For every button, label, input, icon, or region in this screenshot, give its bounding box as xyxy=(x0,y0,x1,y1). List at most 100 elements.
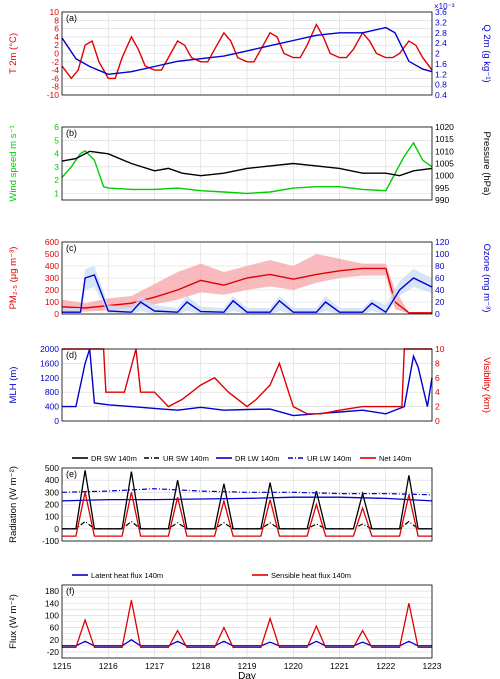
x-axis-label: Day xyxy=(238,671,256,679)
right-tick-label: 1000 xyxy=(435,171,454,181)
series-line-0 xyxy=(62,348,433,417)
right-tick-label: 2.4 xyxy=(435,38,447,48)
panel-frame xyxy=(61,241,433,315)
right-axis-label: Q 2m (g kg⁻¹) xyxy=(481,24,492,82)
left-tick-label: 5 xyxy=(54,135,59,145)
panel-label: (a) xyxy=(66,13,77,23)
right-tick-label: 0.8 xyxy=(435,80,447,90)
left-tick-label: 4 xyxy=(54,149,59,159)
right-tick-label: 1005 xyxy=(435,159,454,169)
left-tick-label: -4 xyxy=(51,65,59,75)
left-tick-label: 2 xyxy=(54,40,59,50)
left-tick-label: 300 xyxy=(45,273,59,283)
left-tick-label: 600 xyxy=(45,237,59,247)
right-tick-label: 0 xyxy=(435,309,440,319)
left-tick-label: 100 xyxy=(45,512,59,522)
panel-label: (d) xyxy=(66,350,77,360)
left-tick-label: 0 xyxy=(54,309,59,319)
left-tick-label: 2000 xyxy=(40,344,59,354)
right-tick-label: 10 xyxy=(435,344,445,354)
x-tick-label: 1220 xyxy=(284,661,303,671)
right-tick-label: 40 xyxy=(435,285,445,295)
left-tick-label: 300 xyxy=(45,487,59,497)
legend-label: Net 140m xyxy=(379,454,412,463)
right-tick-label: 8 xyxy=(435,358,440,368)
panel-label: (b) xyxy=(66,128,77,138)
right-tick-label: 2 xyxy=(435,49,440,59)
right-tick-label: 0.4 xyxy=(435,90,447,100)
right-tick-label: 60 xyxy=(435,273,445,283)
right-tick-label: 995 xyxy=(435,183,449,193)
left-axis-label: Flux (W m⁻²) xyxy=(8,594,19,649)
left-tick-label: 2 xyxy=(54,175,59,185)
left-tick-label: 0 xyxy=(54,416,59,426)
panel-label: (f) xyxy=(66,586,75,596)
left-tick-label: 400 xyxy=(45,261,59,271)
x-tick-label: 1218 xyxy=(191,661,210,671)
left-tick-label: 500 xyxy=(45,463,59,473)
left-tick-label: 20 xyxy=(50,635,60,645)
series-line-1 xyxy=(61,150,433,177)
left-axis-label: MLH (m) xyxy=(8,367,19,404)
left-tick-label: 800 xyxy=(45,387,59,397)
right-axis-label: Pressure (hPa) xyxy=(481,132,492,196)
net-line xyxy=(62,492,432,537)
left-tick-label: 200 xyxy=(45,285,59,295)
right-axis-multiplier: ×10⁻³ xyxy=(434,2,455,11)
x-tick-label: 1216 xyxy=(99,661,118,671)
left-tick-label: 8 xyxy=(54,15,59,25)
dr-lw-line xyxy=(61,496,433,502)
panel-label: (c) xyxy=(66,243,77,253)
panel-frame xyxy=(61,11,433,96)
right-tick-label: 1015 xyxy=(435,134,454,144)
right-axis-label: Visibility (km) xyxy=(481,357,492,413)
series-line-0 xyxy=(61,22,433,80)
right-tick-label: 2 xyxy=(435,402,440,412)
panel-label: (e) xyxy=(66,469,77,479)
left-tick-label: 100 xyxy=(45,610,59,620)
left-tick-label: 1 xyxy=(54,188,59,198)
right-tick-label: 990 xyxy=(435,195,449,205)
left-tick-label: 3 xyxy=(54,162,59,172)
left-tick-label: 500 xyxy=(45,249,59,259)
sensible-heat-line xyxy=(62,600,432,649)
right-tick-label: 1010 xyxy=(435,146,454,156)
legend-label: DR LW 140m xyxy=(235,454,279,463)
left-tick-label: 100 xyxy=(45,297,59,307)
right-tick-label: 80 xyxy=(435,261,445,271)
legend-label: Latent heat flux 140m xyxy=(91,571,163,580)
left-tick-label: 400 xyxy=(45,475,59,485)
left-tick-label: -100 xyxy=(42,536,59,546)
left-axis-label: Radiation (W m⁻²) xyxy=(8,466,19,543)
right-tick-label: 3.6 xyxy=(435,7,447,17)
series-line-1 xyxy=(62,348,432,415)
x-tick-label: 1219 xyxy=(238,661,257,671)
panel-3: 0 400 800 1200 1600 2000 MLH (m) 0 2 4 6 8 10 Visibil… xyxy=(8,344,492,426)
series-line-1 xyxy=(61,26,433,76)
panel-frame xyxy=(61,126,433,201)
right-tick-label: 2.8 xyxy=(435,28,447,38)
left-tick-label: 140 xyxy=(45,598,59,608)
x-tick-label: 1215 xyxy=(53,661,72,671)
left-tick-label: -6 xyxy=(51,73,59,83)
ur-lw-line xyxy=(61,488,433,496)
left-tick-label: 60 xyxy=(50,623,60,633)
left-tick-label: 4 xyxy=(54,32,59,42)
panel-frame xyxy=(61,348,433,422)
legend-label: DR SW 140m xyxy=(91,454,137,463)
x-tick-label: 1221 xyxy=(330,661,349,671)
right-tick-label: 6 xyxy=(435,373,440,383)
right-tick-label: 120 xyxy=(435,237,449,247)
left-tick-label: -8 xyxy=(51,82,59,92)
left-tick-label: 1600 xyxy=(40,358,59,368)
right-tick-label: 4 xyxy=(435,387,440,397)
panel-1: 1 2 3 4 5 6 Wind speed m s⁻¹ 990 995 1000 1005 1010… xyxy=(8,122,492,205)
right-tick-label: 100 xyxy=(435,249,449,259)
right-tick-label: 1.2 xyxy=(435,69,447,79)
right-tick-label: 1.6 xyxy=(435,59,447,69)
panel-4: -100 0 100 200 300 400 500 Radiation (W m⁻²) DR … xyxy=(8,454,433,546)
right-tick-label: 0 xyxy=(435,416,440,426)
left-tick-label: 1200 xyxy=(40,373,59,383)
legend-label: UR LW 140m xyxy=(307,454,351,463)
